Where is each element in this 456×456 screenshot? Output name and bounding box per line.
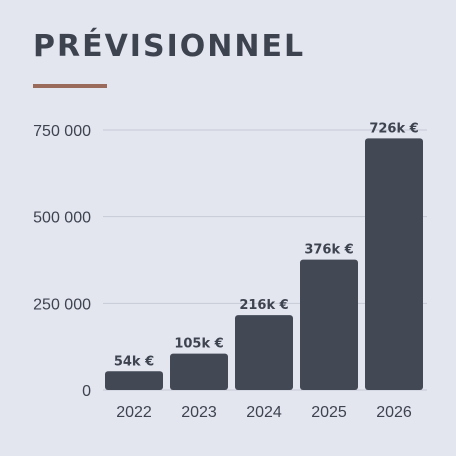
title-underline [33, 84, 107, 88]
bar [300, 259, 358, 390]
x-tick-label: 2024 [246, 404, 282, 421]
bar [235, 315, 293, 390]
bar [365, 138, 423, 390]
y-tick-label: 500 000 [33, 210, 91, 227]
x-tick-label: 2025 [311, 404, 347, 421]
data-label: 216k € [239, 298, 288, 313]
bar [105, 371, 163, 390]
x-tick-label: 2022 [116, 404, 152, 421]
bar [170, 353, 228, 390]
data-label: 726k € [369, 121, 418, 136]
y-tick-label: 750 000 [33, 123, 91, 140]
page-title: PRÉVISIONNEL [33, 29, 306, 64]
x-tick-label: 2026 [376, 404, 412, 421]
data-label: 105k € [174, 337, 223, 352]
data-label: 54k € [114, 354, 154, 369]
x-tick-label: 2023 [181, 404, 217, 421]
data-label: 376k € [304, 243, 353, 258]
y-tick-label: 0 [82, 383, 91, 400]
y-tick-label: 250 000 [33, 296, 91, 313]
